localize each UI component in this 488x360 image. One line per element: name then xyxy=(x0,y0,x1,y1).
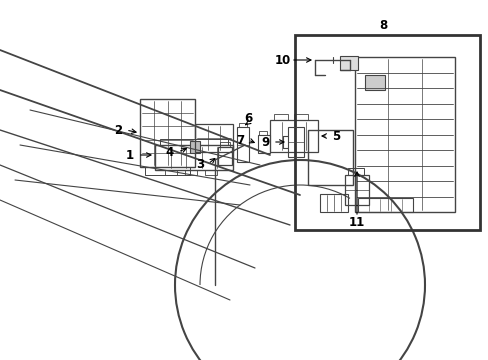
Bar xyxy=(164,170,177,175)
Bar xyxy=(145,167,190,175)
Bar xyxy=(239,123,246,127)
Bar xyxy=(259,131,266,135)
Bar xyxy=(273,114,287,120)
Bar xyxy=(160,139,227,145)
Text: 9: 9 xyxy=(260,135,268,149)
Text: 7: 7 xyxy=(235,134,244,147)
Bar xyxy=(364,75,384,90)
Bar xyxy=(307,130,352,185)
Text: 8: 8 xyxy=(378,18,386,32)
Text: 11: 11 xyxy=(348,216,365,229)
Bar xyxy=(339,56,357,70)
Text: 2: 2 xyxy=(114,123,122,136)
Text: 3: 3 xyxy=(196,158,203,171)
Text: 6: 6 xyxy=(244,112,252,125)
Text: 4: 4 xyxy=(165,145,174,158)
Text: 5: 5 xyxy=(331,130,340,143)
Text: 10: 10 xyxy=(274,54,290,67)
Bar xyxy=(218,147,231,165)
Bar xyxy=(204,170,217,175)
Bar xyxy=(155,145,232,170)
Bar xyxy=(294,35,479,230)
Bar xyxy=(258,135,269,153)
Bar xyxy=(195,124,232,152)
Bar xyxy=(345,175,368,205)
Bar xyxy=(347,168,363,175)
Bar xyxy=(237,127,248,162)
Text: 1: 1 xyxy=(126,149,134,162)
Bar xyxy=(190,141,200,153)
Bar xyxy=(357,198,412,212)
Bar xyxy=(140,99,195,167)
Bar xyxy=(287,127,304,157)
Bar xyxy=(269,120,317,152)
Bar xyxy=(354,57,454,212)
Bar xyxy=(319,194,347,212)
Bar xyxy=(293,114,307,120)
Bar xyxy=(220,142,229,147)
Bar xyxy=(184,170,197,175)
